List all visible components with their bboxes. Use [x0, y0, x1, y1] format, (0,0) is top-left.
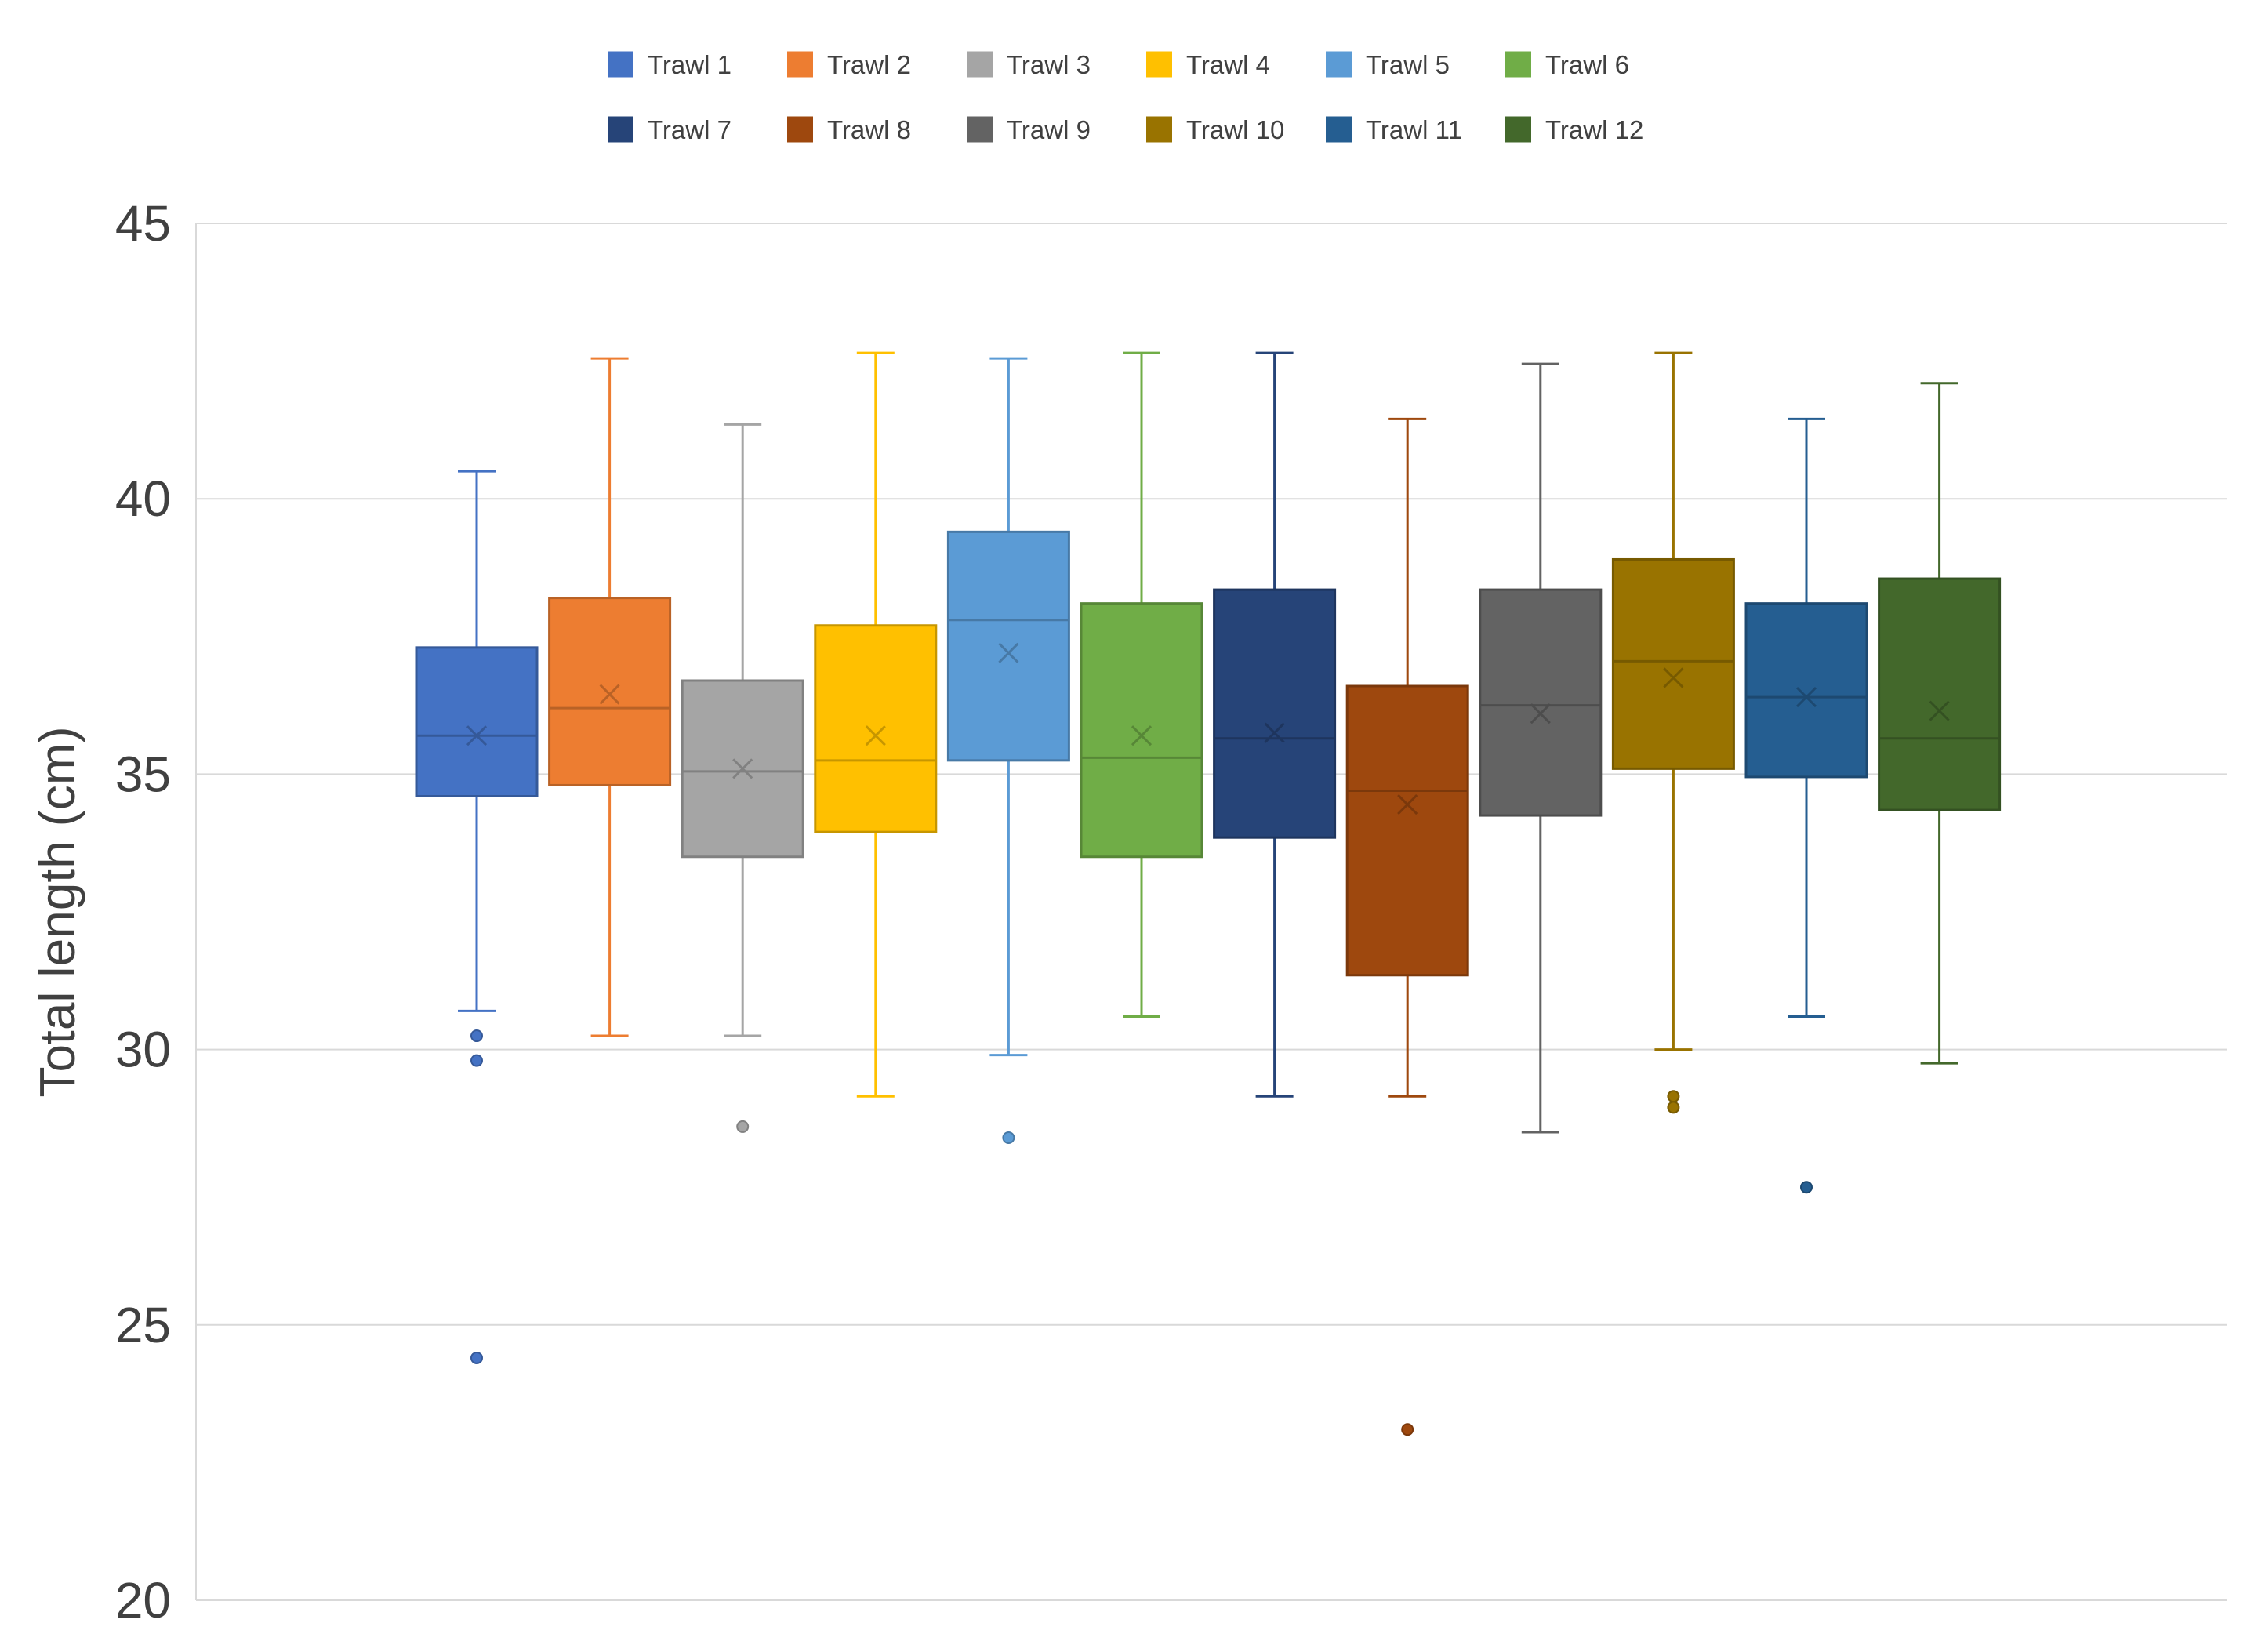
- outlier-point: [1667, 1090, 1680, 1103]
- box-trawl-3: [681, 423, 804, 1133]
- box-trawl-2: [548, 357, 672, 1037]
- y-tick-label: 35: [115, 746, 171, 802]
- mean-marker: [1264, 722, 1285, 743]
- outlier-point: [470, 1029, 483, 1043]
- legend-swatch: [787, 116, 813, 143]
- y-tick-label: 30: [115, 1022, 171, 1078]
- y-axis-ticks: 20 25 30 35 40 45: [115, 195, 171, 1628]
- legend-swatch: [967, 116, 993, 143]
- legend-label: Trawl 11: [1366, 115, 1462, 144]
- legend-swatch: [1146, 51, 1172, 78]
- legend-label: Trawl 6: [1545, 50, 1629, 79]
- mean-marker: [732, 758, 753, 779]
- legend-label: Trawl 8: [827, 115, 911, 144]
- mean-marker: [1929, 700, 1950, 721]
- y-tick-label: 45: [115, 195, 171, 252]
- legend-swatch: [608, 51, 633, 78]
- box-iqr: [1213, 588, 1337, 839]
- legend-item: Trawl 12: [1505, 115, 1643, 144]
- legend-swatch: [608, 116, 633, 143]
- legend-label: Trawl 9: [1007, 115, 1091, 144]
- legend-item: Trawl 2: [787, 50, 911, 79]
- box-iqr: [814, 624, 938, 833]
- legend-swatch: [787, 51, 813, 78]
- box-trawl-4: [814, 351, 938, 1098]
- mean-marker: [998, 642, 1019, 663]
- legend-swatch: [967, 51, 993, 78]
- legend-swatch: [1505, 51, 1531, 78]
- box-trawl-5: [946, 357, 1070, 1144]
- legend: Trawl 1 Trawl 2 Trawl 3 Trawl 4 Trawl 5 Trawl…: [608, 50, 1643, 144]
- mean-marker: [1530, 703, 1551, 724]
- legend-label: Trawl 12: [1545, 115, 1643, 144]
- box-trawl-9: [1479, 362, 1603, 1134]
- outlier-point: [1667, 1101, 1680, 1114]
- box-iqr: [946, 530, 1070, 762]
- box-trawl-1: [415, 470, 539, 1364]
- legend-item: Trawl 1: [608, 50, 731, 79]
- box-iqr: [1611, 557, 1735, 770]
- legend-label: Trawl 2: [827, 50, 911, 79]
- box-trawl-7: [1213, 351, 1337, 1098]
- box-trawl-8: [1345, 417, 1469, 1436]
- legend-swatch: [1326, 116, 1352, 143]
- outlier-point: [470, 1351, 483, 1364]
- legend-label: Trawl 1: [648, 50, 731, 79]
- mean-marker: [599, 684, 620, 705]
- legend-swatch: [1505, 116, 1531, 143]
- y-tick-label: 25: [115, 1297, 171, 1353]
- box-trawl-10: [1611, 351, 1735, 1114]
- mean-marker: [1795, 687, 1817, 708]
- legend-label: Trawl 10: [1186, 115, 1284, 144]
- legend-item: Trawl 9: [967, 115, 1091, 144]
- mean-marker: [466, 725, 488, 746]
- box-iqr: [548, 597, 672, 786]
- outlier-point: [1002, 1131, 1015, 1144]
- y-tick-label: 40: [115, 470, 171, 527]
- box-trawl-12: [1878, 382, 2002, 1065]
- legend-item: Trawl 5: [1326, 50, 1450, 79]
- box-trawl-11: [1744, 417, 1868, 1194]
- box-iqr: [415, 646, 539, 797]
- plot-area: [415, 351, 2002, 1436]
- outlier-point: [736, 1120, 750, 1133]
- y-axis-label: Total length (cm): [29, 726, 85, 1097]
- box-iqr: [1744, 602, 1868, 779]
- mean-marker: [1131, 725, 1153, 746]
- mean-marker: [1663, 667, 1684, 688]
- legend-item: Trawl 6: [1505, 50, 1629, 79]
- legend-label: Trawl 5: [1366, 50, 1450, 79]
- legend-swatch: [1326, 51, 1352, 78]
- legend-item: Trawl 4: [1146, 50, 1270, 79]
- mean-marker: [1397, 793, 1418, 815]
- box-trawl-6: [1080, 351, 1203, 1018]
- legend-label: Trawl 3: [1007, 50, 1091, 79]
- legend-item: Trawl 10: [1146, 115, 1284, 144]
- gridlines: [195, 223, 2227, 1601]
- outlier-point: [470, 1054, 483, 1067]
- mean-marker: [865, 725, 886, 746]
- outlier-point: [1401, 1423, 1414, 1436]
- legend-item: Trawl 11: [1326, 115, 1462, 144]
- legend-item: Trawl 8: [787, 115, 911, 144]
- y-tick-label: 20: [115, 1572, 171, 1628]
- box-iqr: [1080, 602, 1203, 859]
- box-iqr: [1878, 577, 2002, 811]
- legend-item: Trawl 7: [608, 115, 731, 144]
- legend-swatch: [1146, 116, 1172, 143]
- legend-label: Trawl 4: [1186, 50, 1270, 79]
- legend-label: Trawl 7: [648, 115, 731, 144]
- box-iqr: [1479, 588, 1603, 817]
- outlier-point: [1800, 1181, 1813, 1194]
- box-iqr: [1345, 684, 1469, 977]
- legend-item: Trawl 3: [967, 50, 1091, 79]
